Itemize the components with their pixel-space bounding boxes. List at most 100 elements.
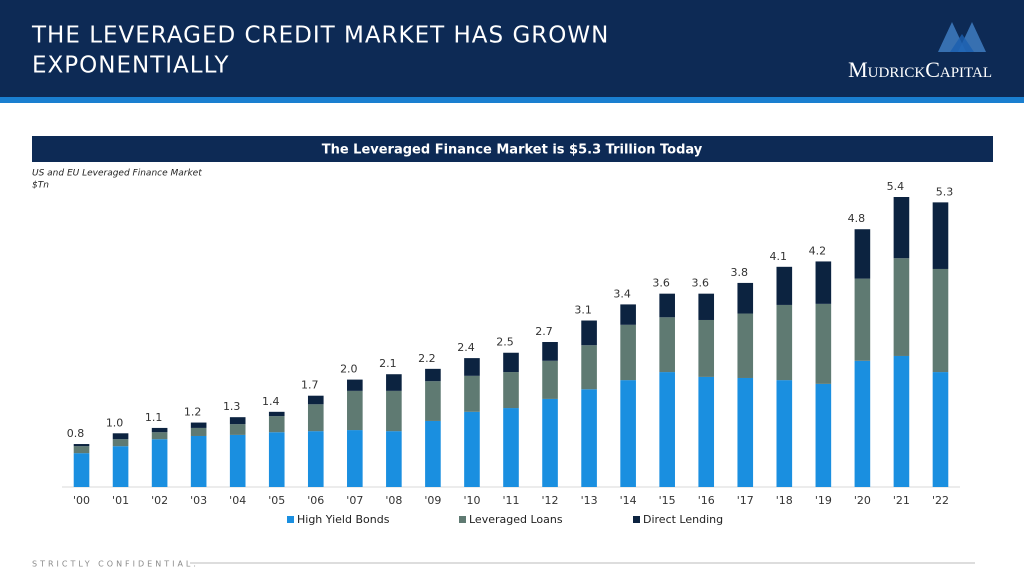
- bar-segment: [815, 303, 832, 384]
- total-label: 4.2: [809, 244, 827, 257]
- bar-segment: [268, 411, 285, 417]
- bar-segment: [464, 411, 480, 487]
- bar-segment: [815, 383, 832, 487]
- bar-segment: [854, 278, 871, 361]
- bar-segment: [893, 197, 910, 259]
- bar-segment: [386, 390, 402, 432]
- bar-segment: [503, 408, 519, 487]
- total-label: 2.4: [457, 341, 475, 354]
- bar-segment: [698, 376, 715, 487]
- header-stripe: [0, 97, 1024, 103]
- bar-segment: [659, 317, 675, 373]
- bar-segment: [151, 439, 168, 487]
- bar-segment: [620, 324, 636, 381]
- total-label: 3.4: [613, 287, 631, 300]
- x-tick-label: '04: [229, 494, 246, 507]
- bar-segment: [893, 258, 910, 356]
- total-label: 2.5: [496, 336, 514, 349]
- total-label: 2.0: [340, 363, 358, 376]
- bar-segment: [659, 293, 675, 318]
- legend-label: Direct Lending: [643, 513, 723, 526]
- bar-segment: [307, 404, 324, 432]
- x-tick-label: '20: [854, 494, 871, 507]
- total-label: 1.3: [223, 400, 241, 413]
- bar-segment: [151, 432, 168, 440]
- bar-segment: [425, 368, 441, 382]
- bar-segment: [815, 261, 832, 304]
- bar-segment: [776, 380, 793, 487]
- x-tick-label: '18: [776, 494, 793, 507]
- bar-segment: [268, 432, 285, 487]
- x-tick-label: '06: [307, 494, 324, 507]
- bar-segment: [347, 430, 363, 487]
- logo-icon: [938, 22, 986, 52]
- bar-segment: [542, 398, 558, 487]
- bar-segment: [776, 304, 793, 381]
- bar-segment: [737, 282, 754, 314]
- bar-segment: [581, 345, 597, 390]
- header-band: [0, 0, 1024, 97]
- bar-segment: [229, 424, 246, 435]
- plot: 0.8 '00 1.0 '01 1.1 '02 1.2 '03 1.3 '04 1.4 '05 1.7 '…: [67, 180, 953, 526]
- bar-segment: [620, 304, 636, 325]
- total-label: 4.1: [770, 250, 788, 263]
- bar-segment: [854, 229, 871, 279]
- x-tick-label: '15: [659, 494, 676, 507]
- bar-segment: [776, 266, 793, 305]
- slide-title: THE LEVERAGED CREDIT MARKET HAS GROWN: [31, 23, 609, 49]
- bar-segment: [347, 390, 363, 431]
- total-label: 2.1: [379, 357, 397, 370]
- logo-text: MudrickCapital: [848, 57, 992, 82]
- total-label: 0.8: [67, 427, 85, 440]
- bar-segment: [932, 268, 949, 373]
- x-tick-label: '08: [385, 494, 402, 507]
- total-label: 1.7: [301, 379, 319, 392]
- bar-segment: [151, 427, 168, 433]
- x-tick-label: '03: [190, 494, 207, 507]
- total-label: 3.1: [574, 304, 592, 317]
- bar-segment: [386, 431, 402, 487]
- bar-segment: [620, 380, 636, 487]
- bar-segment: [229, 434, 246, 487]
- total-label: 2.2: [418, 352, 436, 365]
- bar-segment: [854, 360, 871, 487]
- x-tick-label: '07: [346, 494, 363, 507]
- bar-segment: [112, 439, 129, 447]
- total-label: 5.4: [887, 180, 905, 193]
- x-tick-label: '13: [581, 494, 598, 507]
- chart-subtitle: US and EU Leveraged Finance Market: [32, 169, 202, 179]
- footer: STRICTLY CONFIDENTIAL.: [32, 560, 199, 569]
- total-label: 4.8: [848, 212, 866, 225]
- bar-segment: [503, 372, 519, 409]
- bar-segment: [73, 446, 90, 454]
- bar-segment: [932, 202, 949, 269]
- total-label: 1.4: [262, 395, 280, 408]
- total-label: 3.8: [731, 266, 749, 279]
- bar-segment: [503, 352, 519, 373]
- total-label: 3.6: [691, 277, 709, 290]
- bar-segment: [698, 319, 715, 377]
- bar-segment: [112, 446, 129, 487]
- bar-segment: [386, 374, 402, 391]
- bar-segment: [932, 372, 949, 487]
- total-label: 1.2: [184, 406, 202, 419]
- bar-segment: [542, 342, 558, 361]
- x-tick-label: '11: [502, 494, 519, 507]
- bar-segment: [425, 420, 441, 487]
- bar-segment: [581, 320, 597, 346]
- legend-label: Leveraged Loans: [469, 513, 563, 526]
- total-label: 2.7: [535, 325, 553, 338]
- legend-swatch: [459, 516, 466, 523]
- bar-segment: [73, 444, 90, 447]
- bar-segment: [229, 417, 246, 425]
- bar-segment: [659, 372, 675, 487]
- bar-segment: [893, 355, 910, 487]
- x-tick-label: '10: [463, 494, 480, 507]
- bar-segment: [190, 435, 207, 487]
- x-tick-label: '22: [932, 494, 949, 507]
- x-tick-label: '12: [542, 494, 559, 507]
- bar-segment: [112, 433, 129, 440]
- bar-segment: [347, 379, 363, 391]
- bar-segment: [307, 395, 324, 405]
